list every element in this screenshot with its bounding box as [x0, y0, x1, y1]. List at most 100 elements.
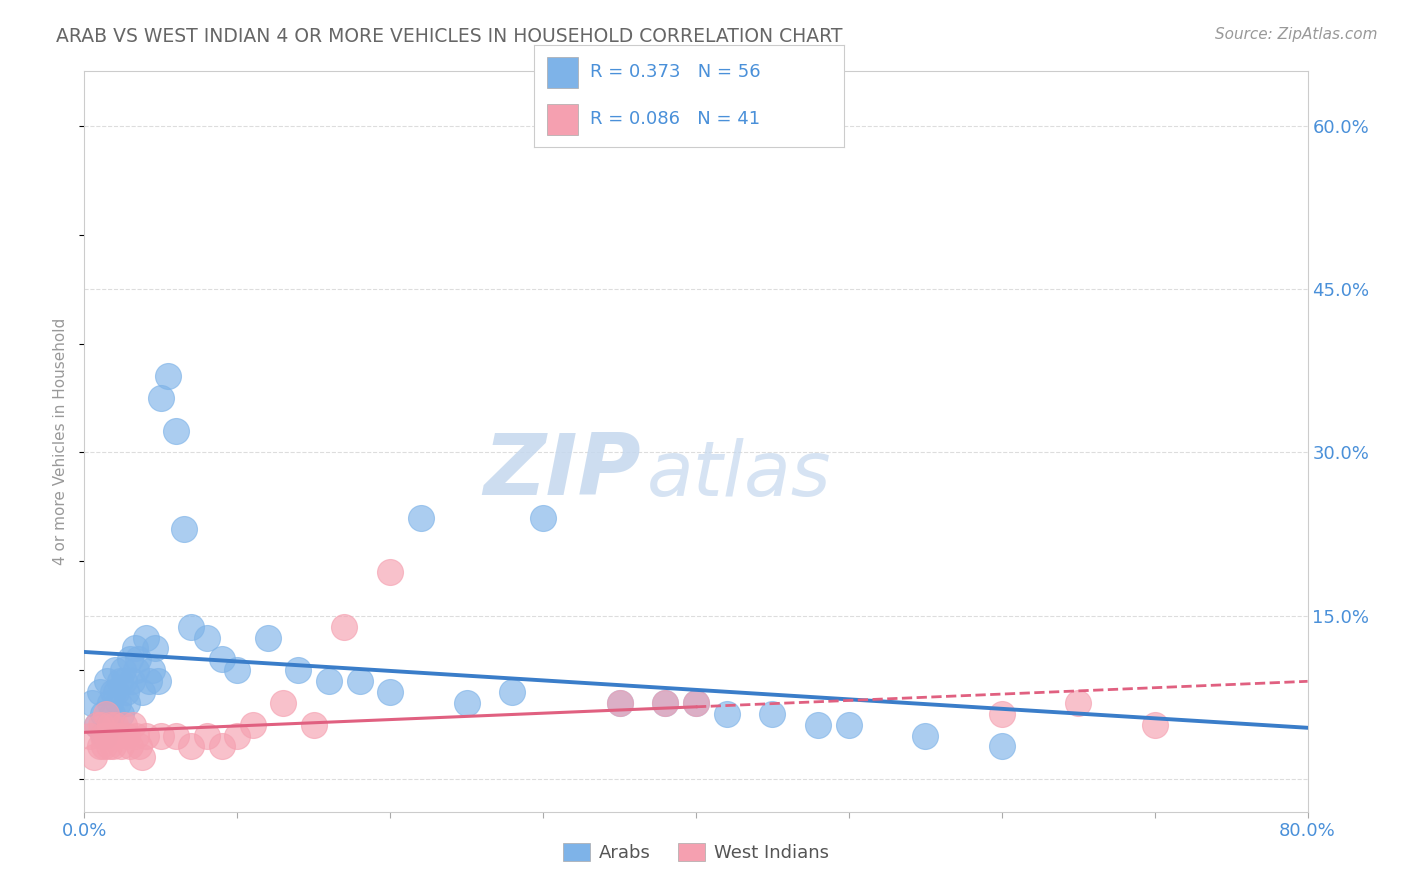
Point	[271, 696, 294, 710]
Point	[79, 729, 101, 743]
Point	[111, 663, 134, 677]
Point	[121, 674, 143, 689]
Point	[131, 685, 153, 699]
Point	[103, 739, 125, 754]
Point	[380, 565, 402, 579]
Point	[456, 696, 478, 710]
Point	[531, 510, 554, 524]
Point	[107, 729, 129, 743]
Point	[122, 717, 145, 731]
Point	[914, 729, 936, 743]
Point	[165, 729, 187, 743]
FancyBboxPatch shape	[547, 57, 578, 87]
Point	[761, 706, 783, 721]
Point	[195, 729, 218, 743]
Point	[93, 739, 115, 754]
Point	[195, 631, 218, 645]
Y-axis label: 4 or more Vehicles in Household: 4 or more Vehicles in Household	[53, 318, 69, 566]
Point	[257, 631, 280, 645]
Point	[86, 717, 108, 731]
Point	[110, 706, 132, 721]
Point	[127, 652, 149, 666]
Text: ZIP: ZIP	[484, 430, 641, 513]
Point	[98, 696, 121, 710]
Point	[96, 674, 118, 689]
Point	[90, 717, 112, 731]
Point	[86, 717, 108, 731]
Point	[103, 685, 125, 699]
Point	[141, 663, 163, 677]
Point	[211, 652, 233, 666]
Point	[685, 696, 707, 710]
Point	[89, 685, 111, 699]
Point	[91, 729, 114, 743]
Point	[135, 631, 157, 645]
Point	[104, 663, 127, 677]
Point	[97, 717, 120, 731]
Point	[135, 729, 157, 743]
Point	[609, 696, 631, 710]
Point	[101, 706, 124, 721]
Point	[115, 729, 138, 743]
Point	[838, 717, 860, 731]
Point	[146, 674, 169, 689]
Point	[110, 739, 132, 754]
Point	[654, 696, 676, 710]
Point	[716, 706, 738, 721]
Point	[94, 706, 117, 721]
Point	[165, 424, 187, 438]
Point	[242, 717, 264, 731]
Point	[180, 739, 202, 754]
Point	[1067, 696, 1090, 710]
Point	[1143, 717, 1166, 731]
Text: ARAB VS WEST INDIAN 4 OR MORE VEHICLES IN HOUSEHOLD CORRELATION CHART: ARAB VS WEST INDIAN 4 OR MORE VEHICLES I…	[56, 27, 842, 45]
Text: Source: ZipAtlas.com: Source: ZipAtlas.com	[1215, 27, 1378, 42]
Point	[226, 729, 249, 743]
Text: atlas: atlas	[647, 438, 831, 512]
Point	[105, 685, 128, 699]
Point	[807, 717, 830, 731]
Point	[226, 663, 249, 677]
Point	[318, 674, 340, 689]
Point	[114, 685, 136, 699]
FancyBboxPatch shape	[547, 104, 578, 135]
Point	[97, 739, 120, 754]
Point	[125, 729, 148, 743]
Point	[143, 641, 166, 656]
Point	[125, 663, 148, 677]
Point	[287, 663, 309, 677]
Point	[124, 641, 146, 656]
Point	[409, 510, 432, 524]
Point	[104, 717, 127, 731]
Point	[96, 729, 118, 743]
Point	[131, 750, 153, 764]
Point	[502, 685, 524, 699]
Text: R = 0.086   N = 41: R = 0.086 N = 41	[591, 111, 761, 128]
Point	[108, 674, 131, 689]
Point	[349, 674, 371, 689]
Point	[91, 706, 114, 721]
Point	[211, 739, 233, 754]
Point	[180, 619, 202, 633]
Point	[157, 369, 180, 384]
Point	[333, 619, 356, 633]
Point	[107, 696, 129, 710]
Text: R = 0.373   N = 56: R = 0.373 N = 56	[591, 63, 761, 81]
Point	[120, 739, 142, 754]
Point	[112, 717, 135, 731]
Point	[380, 685, 402, 699]
Point	[138, 674, 160, 689]
Point	[609, 696, 631, 710]
Point	[89, 739, 111, 754]
Point	[149, 391, 172, 405]
Point	[101, 729, 124, 743]
Point	[80, 696, 103, 710]
Legend: Arabs, West Indians: Arabs, West Indians	[555, 836, 837, 870]
Point	[991, 706, 1014, 721]
Point	[120, 652, 142, 666]
Point	[302, 717, 325, 731]
Point	[173, 522, 195, 536]
Point	[128, 739, 150, 754]
Point	[991, 739, 1014, 754]
Point	[98, 717, 121, 731]
